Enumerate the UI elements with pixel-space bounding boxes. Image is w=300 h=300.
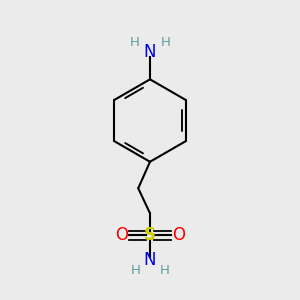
Text: H: H [130,36,140,49]
Text: H: H [160,264,170,277]
Text: S: S [144,226,156,244]
Text: H: H [160,36,170,49]
Text: N: N [144,43,156,61]
Text: O: O [115,226,128,244]
Text: O: O [172,226,185,244]
Text: H: H [130,264,140,277]
Text: N: N [144,250,156,268]
